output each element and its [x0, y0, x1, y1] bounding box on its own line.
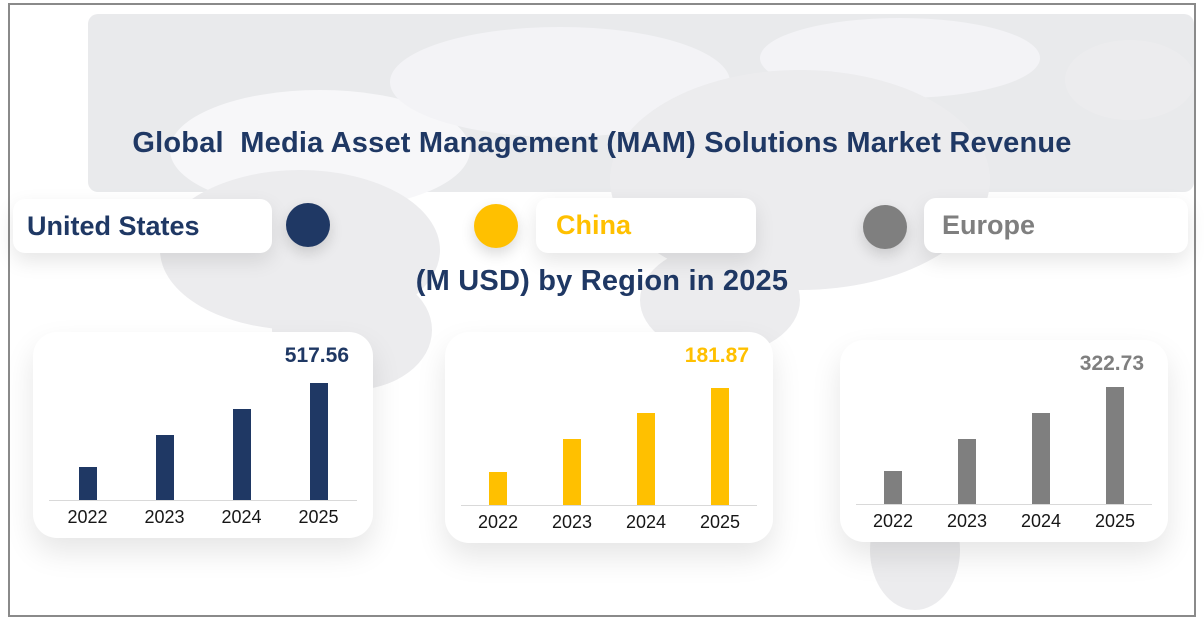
bar-slot-2023 [126, 435, 203, 500]
bar-slot-2022 [856, 471, 930, 504]
bar-slot-2023 [535, 439, 609, 505]
plot-area [49, 382, 357, 501]
chart-card-united-states: 517.56 2022 2023 2024 2025 [33, 332, 373, 538]
x-axis: 2022 2023 2024 2025 [49, 507, 357, 528]
bar-chart-united-states: 2022 2023 2024 2025 [49, 382, 357, 528]
bar-slot-2022 [461, 472, 535, 505]
legend-label-united-states: United States [27, 210, 200, 241]
bar-2025 [1106, 387, 1124, 504]
title-line-1: Global Media Asset Management (MAM) Solu… [132, 127, 1072, 159]
x-tick-2025: 2025 [699, 512, 741, 532]
x-axis: 2022 2023 2024 2025 [461, 512, 757, 533]
plot-area [461, 387, 757, 506]
legend-pill-europe: Europe [924, 198, 1188, 253]
x-tick-2024: 2024 [1020, 511, 1062, 531]
legend-marker-europe-icon [863, 205, 907, 249]
bar-2024 [1032, 413, 1050, 504]
plot-area [856, 386, 1152, 505]
x-tick-2023: 2023 [946, 511, 988, 531]
x-tick-2022: 2022 [872, 511, 914, 531]
bar-slot-2024 [203, 409, 280, 500]
bar-2025 [309, 383, 328, 500]
bar-2023 [958, 439, 976, 504]
bar-slot-2025 [1078, 387, 1152, 504]
chart-card-europe: 322.73 2022 2023 2024 2025 [840, 340, 1168, 542]
bar-2024 [637, 413, 655, 505]
data-label-europe: 322.73 [1079, 352, 1144, 375]
x-tick-2023: 2023 [144, 507, 185, 527]
bar-slot-2024 [609, 413, 683, 505]
bar-2025 [711, 388, 729, 505]
legend-marker-united-states-icon [286, 203, 330, 247]
x-tick-2023: 2023 [551, 512, 593, 532]
bar-2023 [563, 439, 581, 505]
x-axis: 2022 2023 2024 2025 [856, 511, 1152, 532]
bar-chart-china: 2022 2023 2024 2025 [461, 387, 757, 533]
legend-label-china: China [556, 210, 632, 240]
x-tick-2025: 2025 [298, 507, 339, 527]
legend-marker-china-icon [474, 204, 518, 248]
bar-2022 [884, 471, 902, 504]
title-line-2: (M USD) by Region in 2025 [415, 265, 789, 297]
legend-pill-china: China [536, 198, 756, 253]
bar-chart-europe: 2022 2023 2024 2025 [856, 386, 1152, 532]
x-tick-2025: 2025 [1094, 511, 1136, 531]
bar-2022 [78, 467, 97, 500]
bar-slot-2024 [1004, 413, 1078, 504]
chart-card-china: 181.87 2022 2023 2024 2025 [445, 332, 773, 543]
legend-pill-united-states: United States [13, 199, 272, 253]
legend-label-europe: Europe [942, 210, 1036, 240]
bar-2023 [155, 435, 174, 500]
data-label-united-states: 517.56 [284, 344, 349, 367]
x-tick-2024: 2024 [625, 512, 667, 532]
page-title: Global Media Asset Management (MAM) Solu… [0, 28, 1204, 396]
bar-2022 [489, 472, 507, 505]
x-tick-2022: 2022 [67, 507, 108, 527]
data-label-china: 181.87 [684, 344, 749, 367]
bar-slot-2023 [930, 439, 1004, 504]
x-tick-2022: 2022 [477, 512, 519, 532]
bar-slot-2025 [683, 388, 757, 505]
bar-slot-2022 [49, 467, 126, 500]
x-tick-2024: 2024 [221, 507, 262, 527]
bar-2024 [232, 409, 251, 500]
bar-slot-2025 [280, 383, 357, 500]
